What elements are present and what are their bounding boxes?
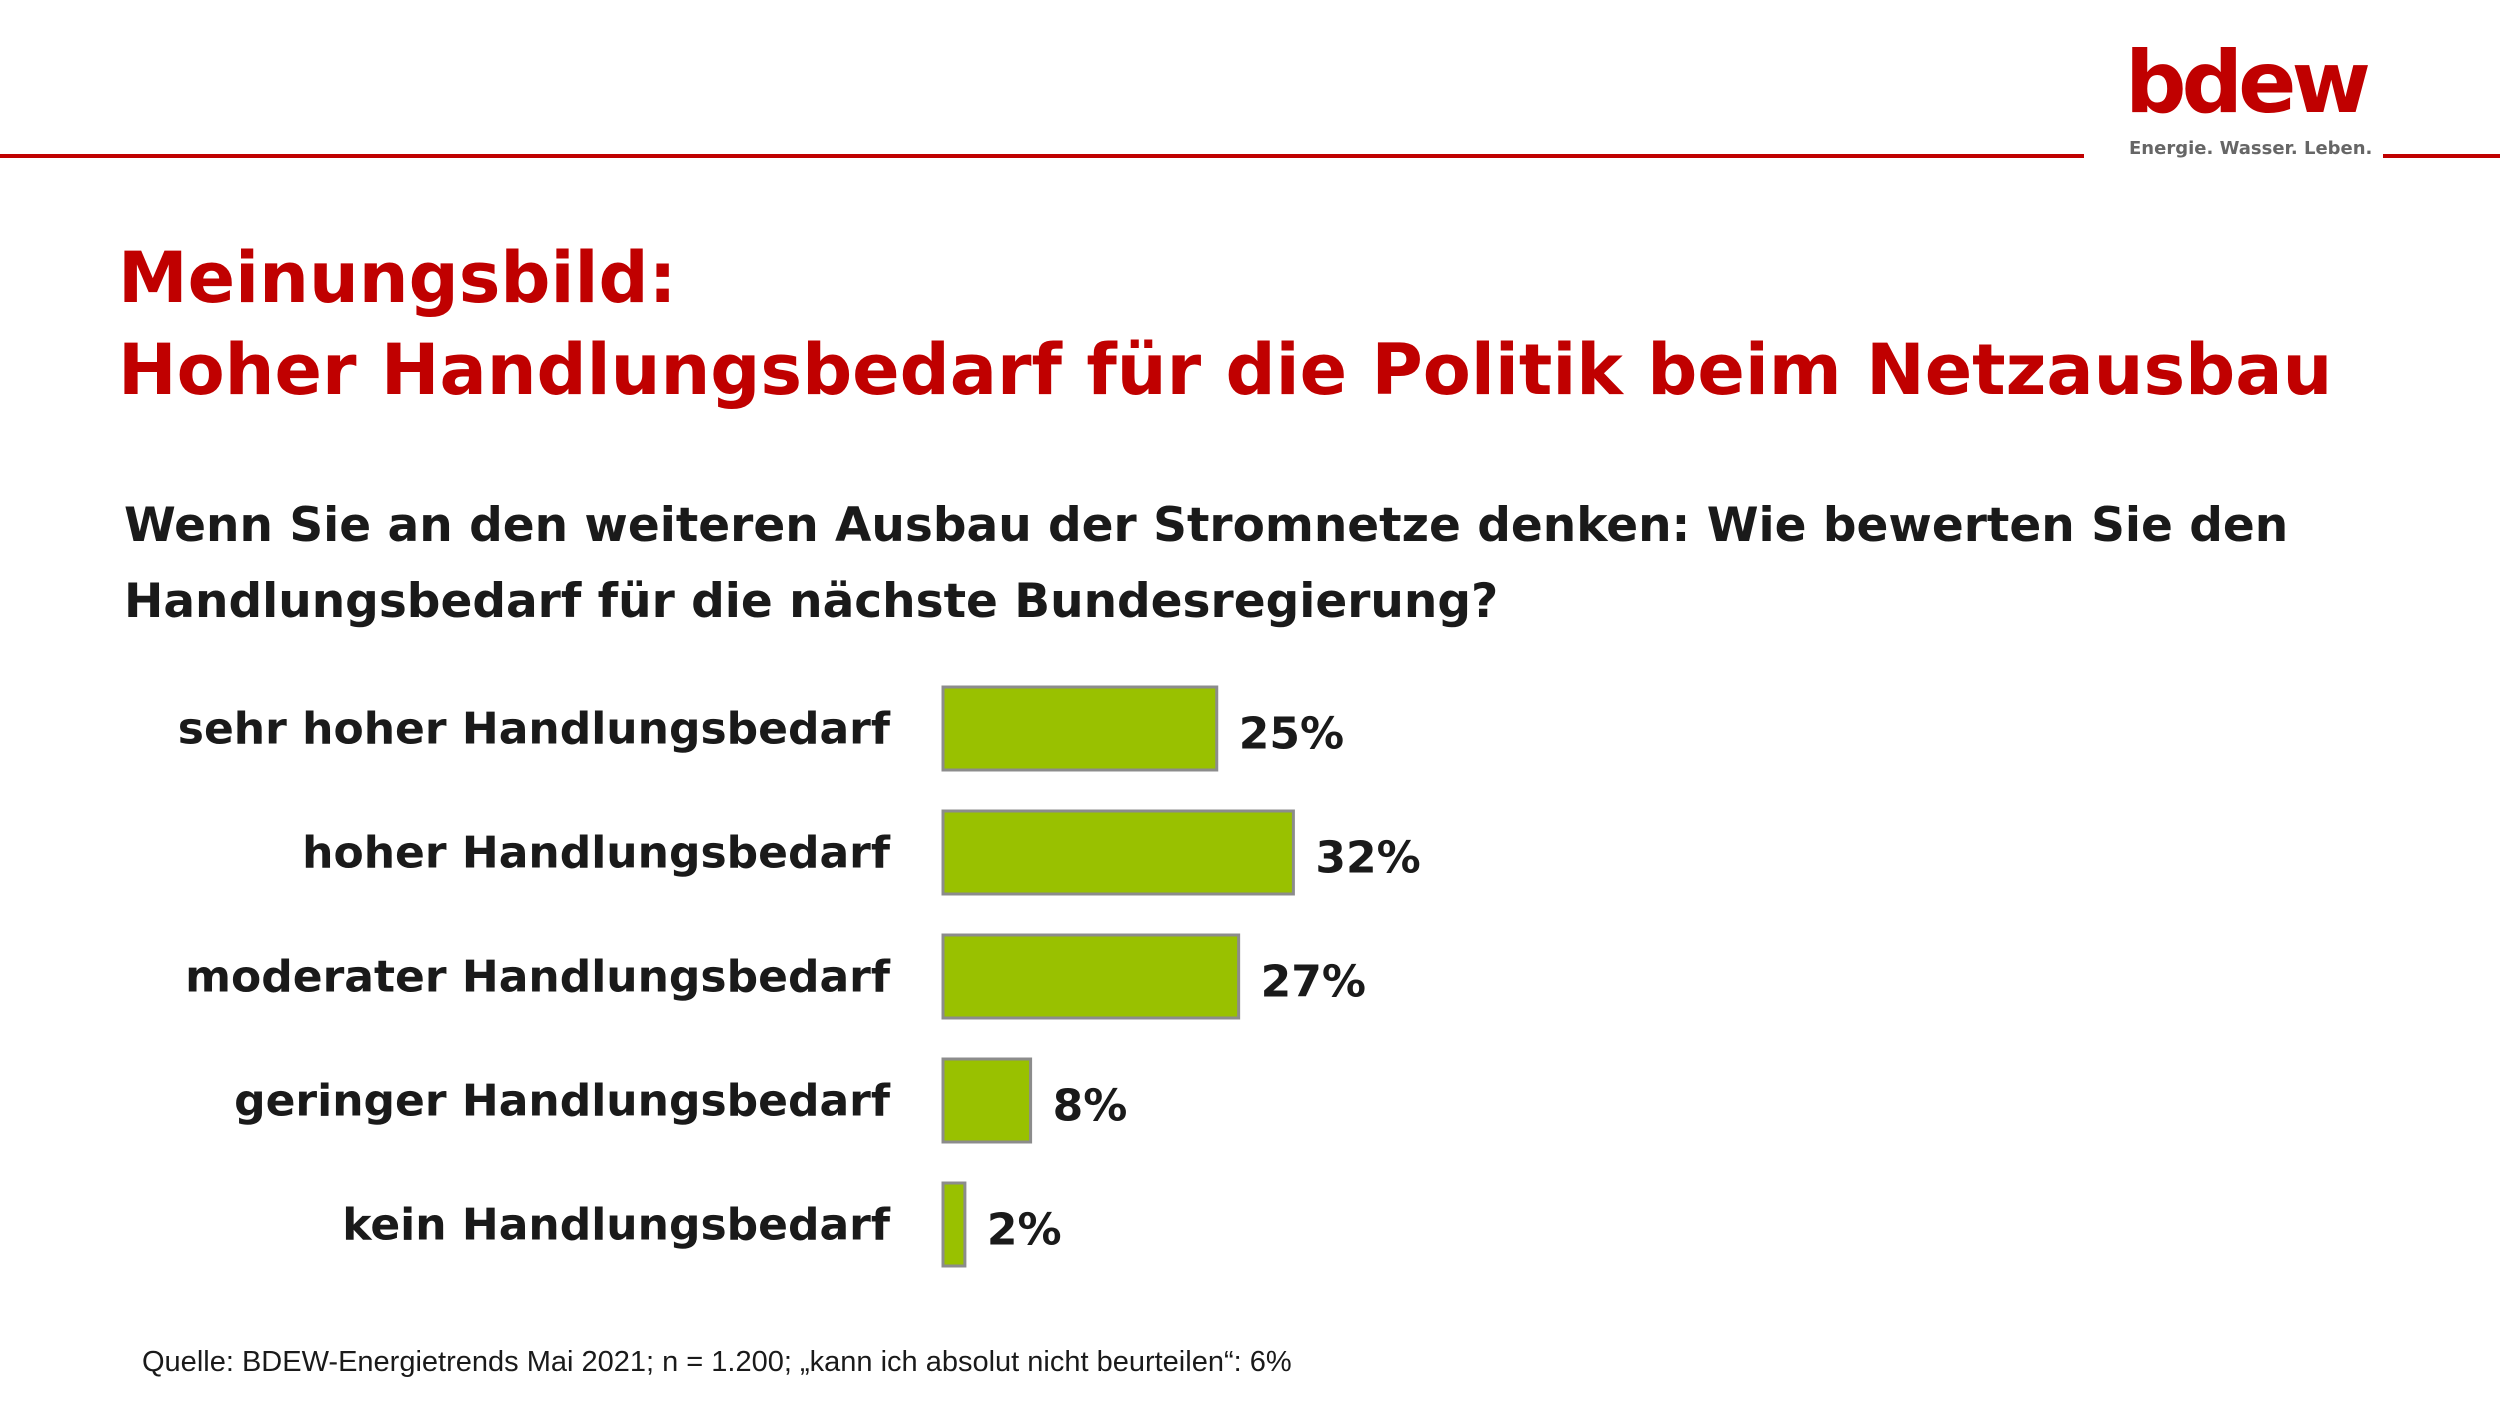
- value-label: 32%: [1315, 833, 1420, 884]
- question-line-1: Wenn Sie an den weiteren Ausbau der Stro…: [124, 498, 2289, 553]
- category-label: geringer Handlungsbedarf: [234, 1076, 891, 1127]
- slide-title: Meinungsbild: Hoher Handlungsbedarf für …: [118, 232, 2332, 416]
- value-label: 2%: [987, 1205, 1062, 1256]
- value-label: 25%: [1239, 709, 1344, 760]
- value-label: 8%: [1053, 1081, 1128, 1132]
- logo-wordmark: bdew: [2125, 33, 2371, 133]
- title-line-1: Meinungsbild:: [118, 237, 677, 319]
- value-label: 27%: [1261, 957, 1366, 1008]
- bar: [941, 1057, 1033, 1144]
- question-line-2: Handlungsbedarf für die nächste Bundesre…: [124, 574, 1499, 629]
- category-label: moderater Handlungsbedarf: [185, 952, 891, 1003]
- bdew-logo: bdew Energie. Wasser. Leben.: [2125, 40, 2372, 165]
- category-label: hoher Handlungsbedarf: [302, 828, 891, 879]
- bar: [941, 809, 1295, 896]
- bar: [941, 933, 1241, 1020]
- category-label: kein Handlungsbedarf: [342, 1200, 891, 1251]
- header-rule-left: [0, 154, 2084, 158]
- logo-tagline: Energie. Wasser. Leben.: [2129, 138, 2373, 159]
- bar: [941, 1181, 967, 1268]
- survey-question: Wenn Sie an den weiteren Ausbau der Stro…: [124, 488, 2288, 640]
- source-note: Quelle: BDEW-Energietrends Mai 2021; n =…: [142, 1346, 1292, 1378]
- bar: [941, 685, 1219, 772]
- title-line-2: Hoher Handlungsbedarf für die Politik be…: [118, 329, 2333, 411]
- header-rule-right: [2383, 154, 2500, 158]
- category-label: sehr hoher Handlungsbedarf: [178, 704, 891, 755]
